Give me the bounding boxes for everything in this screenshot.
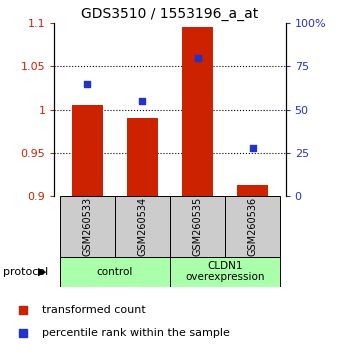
Title: GDS3510 / 1553196_a_at: GDS3510 / 1553196_a_at — [81, 7, 259, 21]
Text: ▶: ▶ — [38, 267, 47, 277]
Bar — [72, 105, 103, 196]
Bar — [115, 196, 170, 257]
Bar — [60, 196, 115, 257]
Point — [195, 55, 200, 61]
Bar — [237, 185, 268, 196]
Text: GSM260536: GSM260536 — [248, 197, 258, 256]
Bar — [170, 196, 225, 257]
Point — [20, 330, 26, 336]
Text: percentile rank within the sample: percentile rank within the sample — [42, 328, 230, 338]
Bar — [182, 27, 212, 196]
Point — [140, 98, 145, 104]
Bar — [60, 257, 170, 287]
Text: transformed count: transformed count — [42, 305, 146, 315]
Text: control: control — [97, 267, 133, 277]
Point — [85, 81, 90, 87]
Bar — [170, 257, 280, 287]
Text: CLDN1
overexpression: CLDN1 overexpression — [185, 261, 265, 282]
Bar — [225, 196, 280, 257]
Text: protocol: protocol — [3, 267, 49, 277]
Text: GSM260534: GSM260534 — [137, 197, 148, 256]
Text: GSM260533: GSM260533 — [82, 197, 92, 256]
Bar — [128, 118, 158, 196]
Point — [250, 145, 255, 151]
Text: GSM260535: GSM260535 — [192, 197, 203, 256]
Point — [20, 307, 26, 313]
